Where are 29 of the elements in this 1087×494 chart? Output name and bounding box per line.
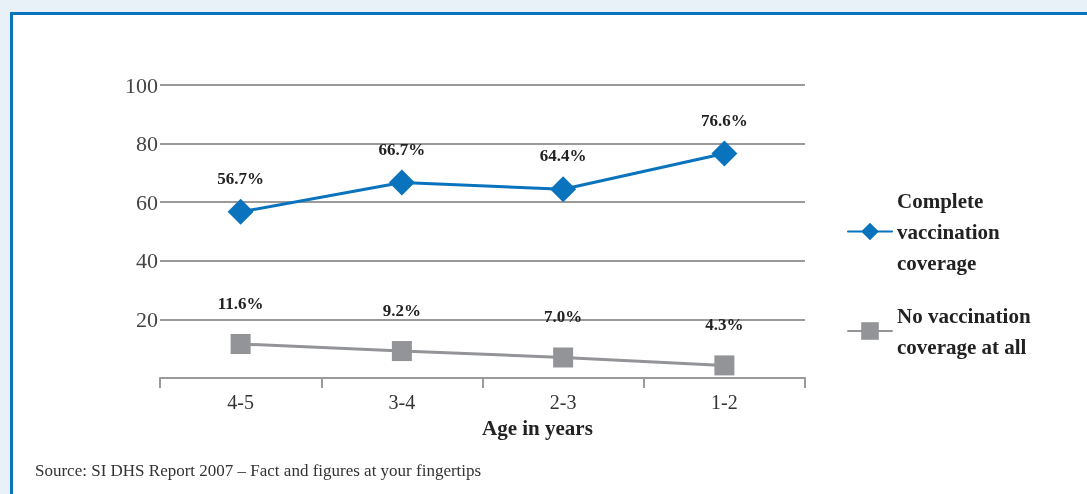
legend-label: Complete vaccination coverage [897, 188, 1005, 275]
y-tick-label: 60 [136, 189, 158, 215]
point [230, 334, 251, 355]
point [227, 198, 254, 225]
data-label: 64.4% [539, 146, 587, 166]
y-tick-label: 40 [136, 248, 158, 274]
x-tick-label: 2-3 [549, 391, 577, 413]
x-tick-label: 4-5 [227, 391, 254, 413]
y-tick-label: 100 [125, 72, 158, 98]
data-label: 66.7% [378, 139, 426, 159]
x-tick-label: 1-2 [711, 391, 738, 413]
source-note: Source: SI DHS Report 2007 – Fact and figures at your fingertips [35, 461, 482, 480]
point [550, 176, 577, 203]
point [711, 140, 738, 167]
point [388, 169, 415, 196]
x-tick-label: 3-4 [388, 391, 416, 413]
x-axis-title: Age in years [481, 415, 593, 440]
point [714, 355, 735, 376]
y-tick-label: 20 [136, 306, 158, 332]
data-label: 11.6% [217, 294, 264, 314]
data-label: 56.7% [217, 168, 264, 188]
legend-label: No vaccination coverage at all [897, 303, 1036, 359]
data-label: 7.0% [544, 307, 583, 327]
y-tick-label: 80 [136, 131, 158, 157]
point [391, 341, 412, 362]
data-label: 76.6% [701, 110, 748, 130]
data-label: 9.2% [382, 301, 421, 321]
data-label: 4.3% [705, 315, 744, 335]
point [553, 347, 574, 368]
